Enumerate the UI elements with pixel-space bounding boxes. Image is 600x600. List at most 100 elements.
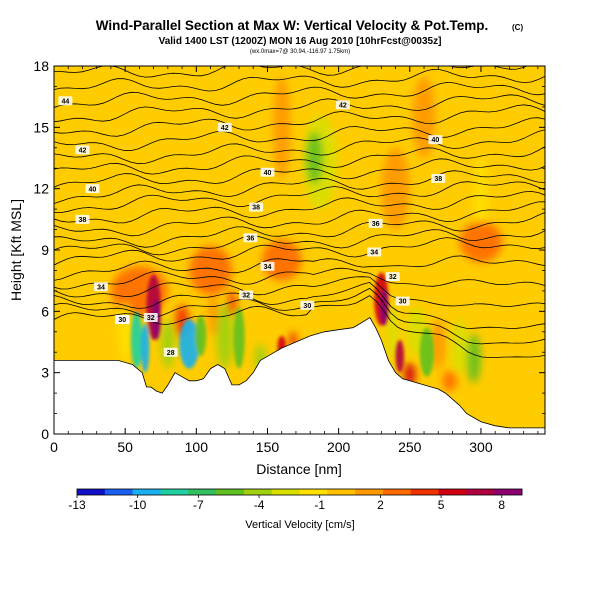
velocity-cell [207, 294, 220, 336]
contour-label-box [300, 300, 315, 310]
contour-label-text: 38 [434, 176, 442, 183]
chart-title: Wind-Parallel Section at Max W: Vertical… [96, 18, 488, 33]
colorbar-label: Vertical Velocity [cm/s] [245, 519, 354, 531]
theta-contour-line [54, 276, 545, 307]
theta-contour-line [54, 94, 545, 123]
y-tick-label: 9 [41, 242, 49, 258]
colorbar-swatch [466, 489, 495, 495]
terrain [54, 316, 545, 434]
contour-label-box [249, 202, 264, 212]
contour-label-box [143, 312, 158, 322]
velocity-cell [459, 221, 503, 263]
contour-label-box [368, 218, 383, 228]
theta-contour-line [54, 104, 545, 137]
y-tick-label: 6 [41, 303, 49, 319]
contour-label: 32 [385, 272, 400, 281]
velocity-cell [466, 333, 481, 383]
velocity-cell [194, 315, 207, 357]
colorbar-swatch [243, 489, 272, 495]
contour-label-text: 32 [242, 293, 250, 300]
contour-label: 34 [93, 282, 108, 292]
contour-label: 32 [143, 312, 158, 322]
velocity-cell [160, 319, 175, 369]
x-axis-label: Distance [nm] [256, 461, 342, 477]
contour-label-text: 40 [432, 137, 440, 144]
velocity-cell [140, 323, 150, 373]
contour-label-box [115, 315, 130, 325]
contour-label-text: 34 [264, 264, 272, 271]
contour-label-box [260, 261, 275, 271]
contour-label-text: 38 [252, 205, 260, 212]
contour-label: 36 [368, 218, 383, 228]
theta-contour-line [54, 181, 545, 214]
contour-label-box [335, 100, 350, 110]
contour-label: 34 [260, 261, 275, 271]
contour-label-box [163, 347, 178, 357]
colorbar-swatch [410, 489, 439, 495]
velocity-cell [189, 245, 232, 295]
velocity-cell [130, 311, 143, 369]
contour-label: 38 [75, 214, 90, 224]
x-tick-label: 150 [256, 439, 280, 455]
contour-label-text: 34 [97, 284, 105, 291]
colorbar-swatch [188, 489, 217, 495]
colorbar-swatch [494, 489, 523, 495]
colorbar-swatch [160, 489, 189, 495]
plot-area: 3032323434343636383638404042384240424430… [54, 66, 545, 434]
contour-label-box [75, 145, 90, 155]
colorbar-frame [76, 488, 523, 496]
theta-contour-line [54, 170, 545, 204]
contour-label-text: 32 [147, 315, 155, 322]
y-tick-label: 18 [33, 58, 49, 74]
y-tick-label: 12 [33, 181, 49, 197]
theta-contour-line [54, 229, 545, 256]
theta-contour-line [54, 81, 545, 108]
contour-label-box [428, 135, 443, 145]
x-tick-label: 0 [50, 439, 58, 455]
y-tick-label: 0 [41, 426, 49, 442]
contour-label-box [367, 247, 382, 257]
contour-label-text: 34 [370, 250, 378, 257]
x-tick-label: 250 [398, 439, 422, 455]
contour-label-box [85, 184, 100, 194]
contour-label-box [58, 96, 73, 106]
chart-subtitle-small: (wx.0max=7@ 30.94,-116.97 1.75km) [250, 49, 350, 55]
velocity-cell [431, 319, 446, 369]
contour-label-text: 40 [264, 170, 272, 177]
colorbar-tick-label: 2 [377, 498, 384, 512]
velocity-cell [412, 76, 436, 158]
contour-label-text: 38 [79, 217, 87, 224]
contour-label-text: 32 [389, 274, 397, 281]
velocity-cell [227, 290, 237, 316]
contour-label-text: 40 [89, 186, 97, 193]
contour-label-text: 36 [372, 221, 380, 228]
colorbar-tick-label: -7 [193, 498, 204, 512]
contour-label: 38 [249, 202, 264, 212]
velocity-cell [395, 339, 405, 373]
contour-label-box [93, 282, 108, 292]
contour-label-text: 28 [167, 350, 175, 357]
colorbar-swatch [299, 489, 328, 495]
theta-contour-line [54, 287, 545, 345]
colorbar-tick-label: -4 [254, 498, 265, 512]
contour-label: 36 [243, 233, 258, 242]
colorbar-swatch [104, 489, 133, 495]
theta-contour-line [54, 255, 545, 281]
x-tick-label: 50 [117, 439, 133, 455]
colorbar-tick-label: 5 [438, 498, 445, 512]
theta-contour-line [54, 146, 545, 175]
contour-label: 30 [115, 315, 130, 325]
colorbar-swatch [77, 489, 106, 495]
contour-label-box [239, 290, 254, 300]
contour-label-box [260, 167, 275, 177]
contour-label: 42 [217, 122, 232, 132]
x-tick-label: 300 [469, 439, 493, 455]
chart-subtitle: Valid 1400 LST (1200Z) MON 16 Aug 2010 [… [159, 36, 442, 47]
contour-label-text: 42 [79, 147, 87, 154]
x-tick-label: 200 [327, 439, 351, 455]
velocity-cell [419, 327, 434, 377]
velocity-cell [273, 76, 291, 179]
contour-label: 44 [58, 96, 73, 106]
contour-label-text: 42 [339, 102, 347, 109]
